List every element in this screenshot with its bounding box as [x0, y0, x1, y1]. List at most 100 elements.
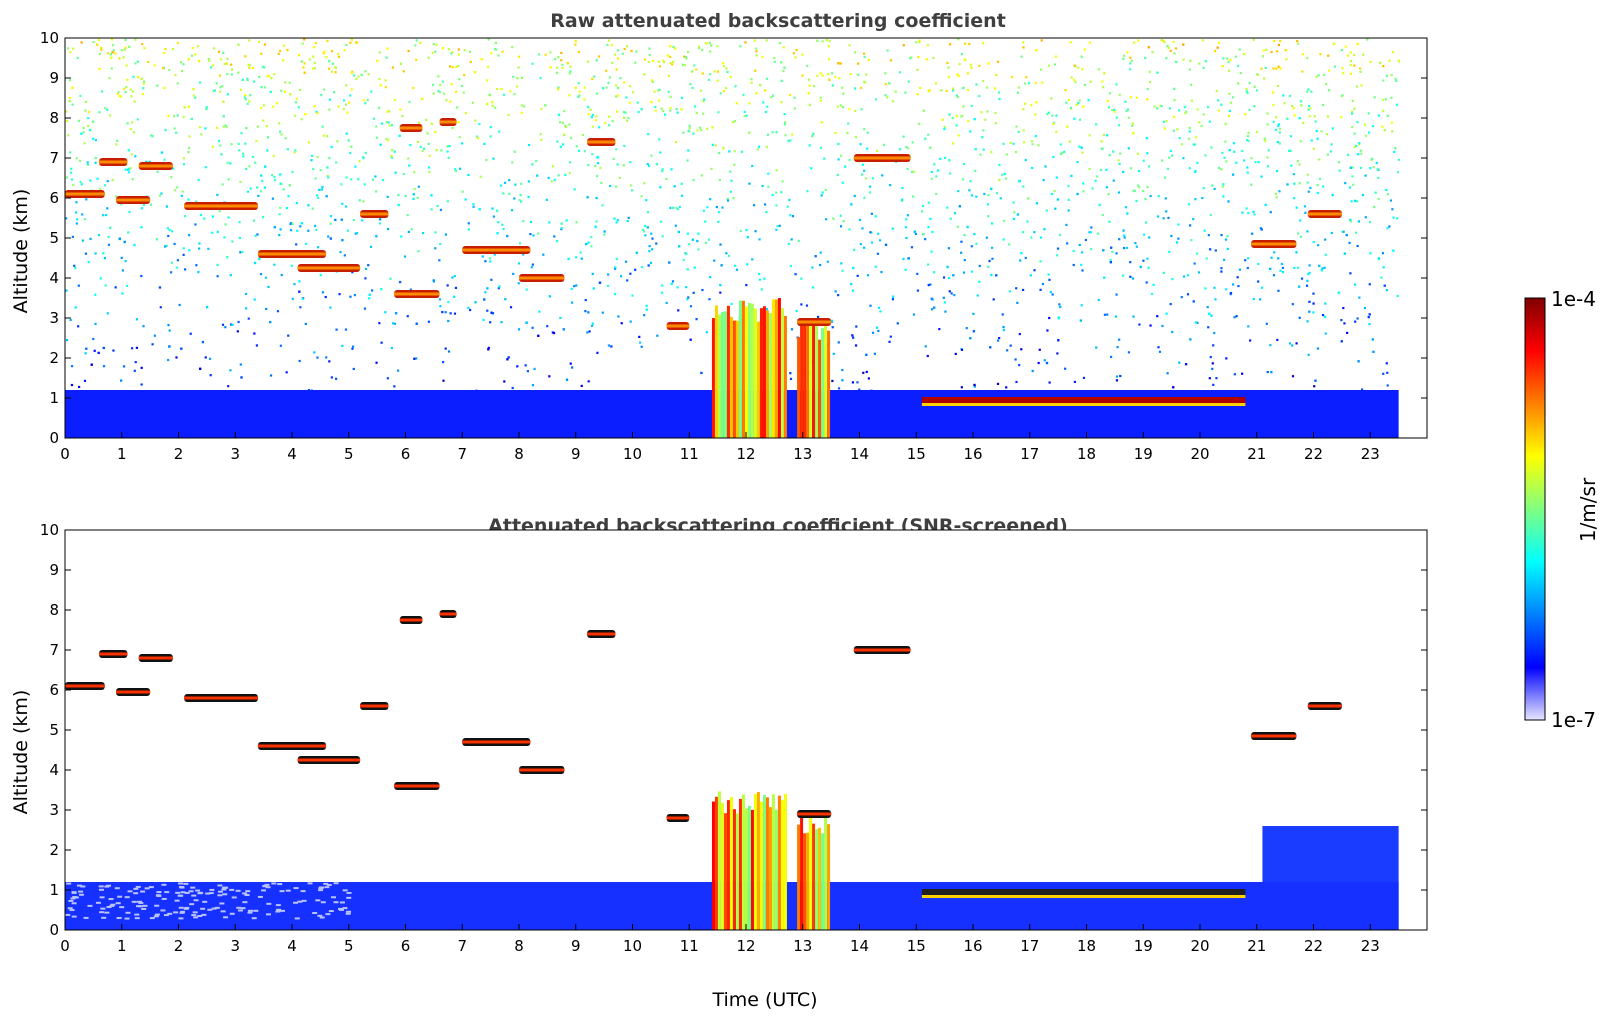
noise-pixel [1081, 251, 1084, 254]
noise-pixel [143, 47, 146, 50]
noise-pixel [594, 225, 597, 229]
bl-light-pixel [106, 884, 112, 887]
bl-light-pixel [328, 910, 334, 913]
precipitation-streak [815, 829, 819, 930]
noise-pixel [819, 251, 822, 254]
precipitation-streak [780, 800, 784, 930]
noise-pixel [734, 85, 737, 88]
noise-pixel [603, 121, 607, 124]
noise-pixel [1278, 190, 1281, 193]
noise-pixel [399, 62, 403, 65]
x-tick-label: 4 [287, 937, 297, 955]
noise-pixel [1126, 108, 1130, 111]
noise-pixel [1157, 346, 1160, 349]
noise-pixel [718, 211, 721, 214]
noise-pixel [795, 48, 798, 52]
noise-pixel [1240, 372, 1244, 375]
noise-pixel [450, 52, 453, 55]
bl-light-pixel [178, 882, 184, 885]
noise-pixel [1337, 161, 1340, 164]
noise-pixel [1303, 205, 1307, 208]
noise-pixel [1144, 221, 1148, 224]
noise-pixel [941, 118, 944, 121]
noise-pixel [1136, 152, 1140, 155]
noise-pixel [800, 277, 803, 280]
noise-pixel [987, 62, 990, 65]
noise-pixel [933, 306, 936, 309]
noise-pixel [1233, 373, 1236, 376]
noise-pixel [839, 104, 843, 107]
noise-pixel [165, 205, 169, 208]
noise-pixel [1018, 363, 1021, 367]
noise-pixel [422, 231, 425, 235]
bl-light-pixel [183, 907, 189, 910]
noise-pixel [865, 370, 868, 374]
noise-pixel [1265, 48, 1268, 51]
noise-pixel [1264, 139, 1267, 143]
noise-pixel [259, 190, 263, 193]
noise-pixel [222, 125, 225, 128]
noise-pixel [1097, 298, 1100, 302]
bottom-heatmap-field [65, 610, 1399, 930]
noise-pixel [527, 180, 530, 183]
bl-light-pixel [235, 889, 241, 892]
noise-pixel [842, 220, 845, 223]
noise-pixel [806, 64, 809, 67]
noise-pixel [1326, 115, 1330, 118]
noise-pixel [740, 150, 744, 153]
noise-pixel [216, 230, 219, 233]
noise-pixel [378, 218, 382, 221]
x-tick-label: 14 [850, 937, 869, 955]
noise-pixel [421, 97, 424, 101]
noise-pixel [1361, 193, 1364, 197]
bl-light-pixel [242, 892, 248, 895]
noise-pixel [1252, 297, 1255, 301]
noise-pixel [590, 116, 593, 119]
noise-pixel [1142, 189, 1145, 193]
noise-pixel [1306, 90, 1309, 93]
noise-pixel [780, 61, 783, 64]
noise-pixel [967, 120, 970, 123]
noise-pixel [246, 79, 249, 82]
noise-pixel [300, 118, 303, 121]
noise-pixel [97, 351, 100, 355]
noise-pixel [643, 314, 646, 317]
noise-pixel [980, 111, 983, 114]
cloud-segment-core [65, 192, 105, 196]
noise-pixel [894, 90, 897, 93]
noise-pixel [981, 135, 984, 139]
noise-pixel [595, 174, 599, 178]
noise-pixel [563, 109, 566, 113]
noise-pixel [371, 178, 375, 181]
noise-pixel [80, 183, 83, 186]
noise-pixel [1232, 142, 1236, 145]
noise-pixel [1144, 56, 1147, 60]
noise-pixel [1211, 362, 1214, 365]
noise-pixel [1269, 344, 1272, 347]
noise-pixel [649, 261, 653, 264]
noise-pixel [75, 201, 78, 204]
noise-pixel [605, 86, 608, 89]
cloud-segment-core [399, 618, 423, 622]
noise-pixel [428, 154, 431, 157]
noise-pixel [862, 371, 865, 374]
noise-pixel [698, 126, 702, 129]
noise-pixel [69, 318, 72, 322]
noise-pixel [413, 187, 416, 191]
noise-pixel [311, 207, 314, 210]
noise-pixel [401, 115, 404, 118]
noise-pixel [927, 201, 930, 204]
noise-pixel [426, 132, 429, 135]
noise-pixel [448, 144, 451, 148]
noise-pixel [697, 232, 700, 235]
noise-pixel [961, 178, 965, 181]
noise-pixel [1198, 62, 1201, 65]
noise-pixel [497, 221, 500, 224]
noise-pixel [1106, 134, 1109, 137]
noise-pixel [711, 143, 714, 146]
noise-pixel [722, 65, 726, 68]
noise-pixel [1135, 245, 1138, 248]
noise-pixel [972, 330, 976, 333]
noise-pixel [440, 149, 443, 152]
noise-pixel [1073, 64, 1076, 67]
